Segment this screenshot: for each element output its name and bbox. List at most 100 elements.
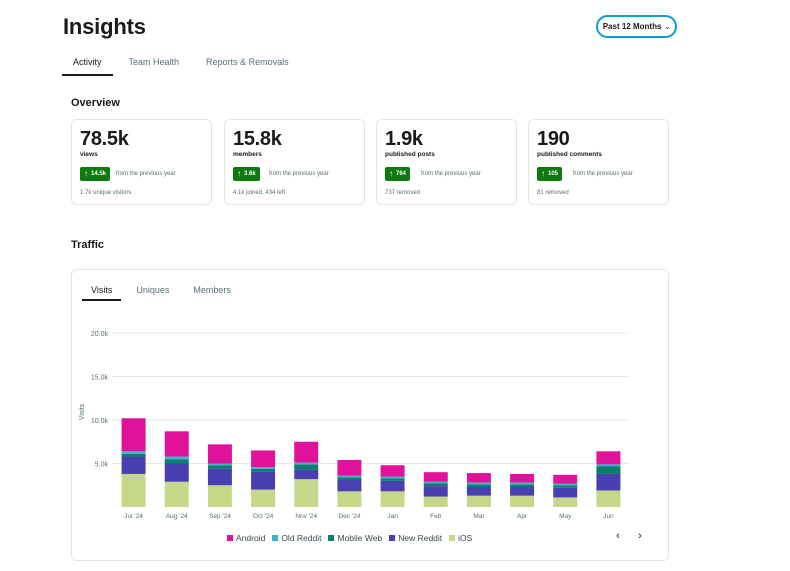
legend-label: Old Reddit: [281, 533, 322, 543]
bar-segment-old-reddit: [553, 483, 578, 486]
bar-segment-mobile-web: [294, 464, 319, 470]
chart-prev-button[interactable]: ‹: [616, 530, 620, 542]
bar-segment-new-reddit: [596, 473, 621, 491]
x-tick-label: Aug '24: [166, 513, 188, 520]
bar-segment-mobile-web: [423, 483, 448, 487]
traffic-chart-card: Visits Uniques Members 5.0k 10.0k 15.0k 20.…: [71, 269, 669, 561]
legend-item[interactable]: Old Reddit: [272, 533, 321, 543]
change-badge: ↑ 14.5k: [80, 167, 111, 181]
x-tick-label: Apr: [517, 513, 528, 520]
legend-label: iOS: [458, 533, 473, 543]
y-tick-label: 5.0k: [95, 462, 109, 469]
tab-reports-removals[interactable]: Reports & Removals: [206, 57, 289, 67]
bar-segment-android: [596, 451, 621, 465]
legend-item[interactable]: iOS: [449, 533, 472, 543]
date-range-dropdown[interactable]: Past 12 Months ⌄: [596, 15, 677, 38]
bar-segment-old-reddit: [510, 482, 535, 485]
tab-visits[interactable]: Visits: [82, 282, 122, 301]
tab-team-health[interactable]: Team Health: [128, 57, 180, 67]
chart-legend: Android Old Reddit Mobile Web New Reddit iOS: [227, 533, 472, 543]
change-value: 3.6k: [244, 171, 256, 177]
bar-segment-mobile-web: [510, 484, 535, 487]
stat-label: published comments: [537, 151, 603, 158]
change-value: 105: [548, 171, 559, 177]
date-range-label: Past 12 Months: [602, 22, 662, 31]
bar-segment-mobile-web: [164, 459, 189, 464]
tab-activity[interactable]: Activity: [62, 50, 113, 76]
bar-segment-old-reddit: [423, 481, 448, 484]
x-tick-label: Jul '24: [124, 513, 143, 520]
bar-segment-ios: [423, 496, 448, 507]
bar-segment-android: [380, 465, 405, 477]
stat-card-posts: 1.9k published posts ↑ 764 from the previ…: [376, 119, 517, 205]
tab-members[interactable]: Members: [193, 285, 231, 295]
legend-label: Android: [236, 533, 266, 543]
bar-segment-new-reddit: [337, 480, 362, 492]
stat-value: 190: [537, 128, 570, 150]
legend-swatch: [328, 535, 335, 541]
legend-item[interactable]: New Reddit: [389, 533, 442, 543]
bar-segment-new-reddit: [121, 456, 146, 474]
y-axis-label: Visits: [79, 403, 86, 420]
legend-label: Mobile Web: [337, 533, 383, 543]
stat-value: 78.5k: [80, 128, 129, 150]
bar-segment-mobile-web: [466, 484, 491, 487]
bar-segment-mobile-web: [337, 477, 362, 481]
y-tick-label: 15.0k: [91, 375, 109, 382]
bar-segment-new-reddit: [423, 486, 448, 497]
bar-segment-ios: [121, 473, 146, 507]
legend-item[interactable]: Mobile Web: [328, 533, 382, 543]
stat-label: views: [80, 151, 98, 158]
x-tick-label: Mar: [473, 513, 485, 520]
change-badge: ↑ 764: [385, 167, 411, 181]
bar-segment-android: [337, 460, 362, 476]
stat-value: 1.9k: [385, 128, 423, 150]
tab-uniques[interactable]: Uniques: [136, 285, 170, 295]
change-caption: from the previous year: [573, 171, 633, 177]
bar-segment-new-reddit: [466, 486, 491, 496]
insights-tabs: Activity Team Health Reports & Removals: [62, 50, 305, 76]
bar-segment-new-reddit: [380, 480, 405, 492]
legend-label: New Reddit: [398, 533, 443, 543]
x-tick-label: Sep '24: [209, 513, 231, 520]
bar-segment-mobile-web: [596, 466, 621, 474]
change-value: 764: [396, 171, 407, 177]
bar-segment-new-reddit: [553, 487, 578, 498]
arrow-up-icon: ↑: [237, 169, 241, 178]
page-title: Insights: [63, 14, 146, 39]
bar-segment-android: [510, 473, 535, 483]
bar-segment-old-reddit: [121, 451, 146, 454]
bar-segment-ios: [553, 497, 578, 507]
bar-segment-old-reddit: [294, 462, 319, 465]
y-tick-label: 20.0k: [91, 331, 109, 338]
bar-segment-android: [553, 474, 578, 484]
bar-segment-ios: [294, 479, 319, 507]
x-tick-label: Dec '24: [338, 513, 360, 520]
traffic-bar-chart: 5.0k 10.0k 15.0k 20.0k Visits Jul '24 Aug '24 S…: [79, 331, 630, 520]
legend-item[interactable]: Android: [227, 533, 265, 543]
arrow-up-icon: ↑: [541, 169, 545, 178]
stat-card-views: 78.5k views ↑ 14.5k from the previous yea…: [71, 119, 212, 205]
traffic-heading: Traffic: [71, 239, 105, 251]
change-value: 14.5k: [91, 171, 107, 177]
x-tick-label: Jan: [387, 513, 398, 520]
bar-segment-mobile-web: [553, 485, 578, 488]
stat-note: 1.7k unique visitors: [80, 190, 132, 196]
change-badge: ↑ 105: [537, 167, 563, 181]
bar-segment-android: [207, 444, 232, 464]
chart-next-button[interactable]: ›: [638, 530, 642, 542]
legend-swatch: [272, 535, 279, 541]
bar-segment-mobile-web: [121, 453, 146, 457]
stat-card-comments: 190 published comments ↑ 105 from the pre…: [528, 119, 669, 205]
bar-segment-old-reddit: [596, 464, 621, 467]
stat-note: 81 removed: [537, 190, 569, 196]
bar-segment-android: [164, 431, 189, 457]
bar-segment-ios: [510, 495, 535, 507]
bar-segment-ios: [164, 481, 189, 507]
bar-segment-ios: [380, 491, 405, 507]
x-tick-label: Nov '24: [295, 513, 317, 520]
stat-card-members: 15.8k members ↑ 3.6k from the previous ye…: [224, 119, 365, 205]
bar-segment-mobile-web: [251, 468, 276, 472]
bar-segment-android: [121, 418, 146, 452]
bar-segment-mobile-web: [207, 465, 232, 469]
